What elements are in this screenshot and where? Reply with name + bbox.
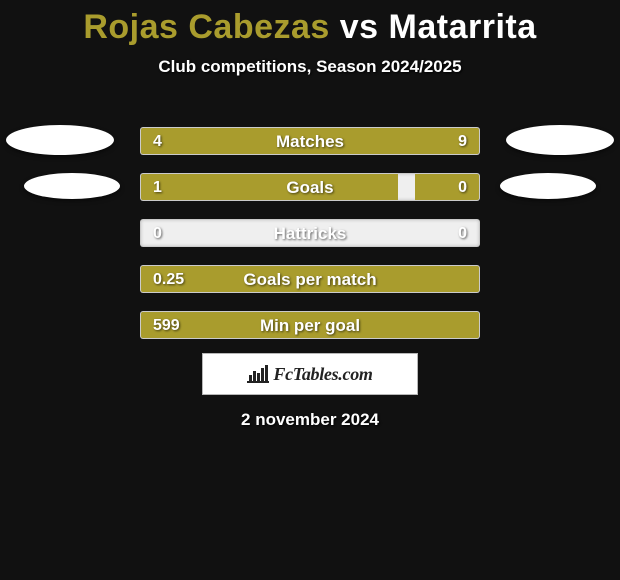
chart-area: 49Matches 10Goals 00Hattricks 0.25Goals per… — [0, 118, 620, 348]
stat-label: Matches — [141, 128, 479, 155]
player2-name: Matarrita — [389, 8, 537, 46]
player1-badge — [6, 125, 114, 155]
bar-track: 49Matches — [140, 127, 480, 155]
comparison-infographic: Rojas Cabezas vs Matarrita Club competit… — [0, 0, 620, 580]
bar-track: 10Goals — [140, 173, 480, 201]
vs-separator: vs — [330, 8, 389, 46]
date-label: 2 november 2024 — [0, 410, 620, 430]
subtitle: Club competitions, Season 2024/2025 — [0, 47, 620, 77]
stat-row-goals-per-match: 0.25Goals per match — [0, 256, 620, 302]
stat-label: Goals — [141, 174, 479, 201]
stat-label: Hattricks — [141, 220, 479, 247]
bar-track: 0.25Goals per match — [140, 265, 480, 293]
stat-row-matches: 49Matches — [0, 118, 620, 164]
player1-badge — [24, 173, 120, 199]
page-title: Rojas Cabezas vs Matarrita — [0, 0, 620, 47]
player2-badge — [506, 125, 614, 155]
bar-track: 00Hattricks — [140, 219, 480, 247]
stat-row-goals: 10Goals — [0, 164, 620, 210]
stat-row-min-per-goal: 599Min per goal — [0, 302, 620, 348]
stat-label: Min per goal — [141, 312, 479, 339]
stat-label: Goals per match — [141, 266, 479, 293]
bar-chart-icon — [247, 365, 269, 383]
player2-badge — [500, 173, 596, 199]
bar-track: 599Min per goal — [140, 311, 480, 339]
player1-name: Rojas Cabezas — [83, 8, 330, 46]
attribution-text: FcTables.com — [273, 364, 372, 385]
stat-row-hattricks: 00Hattricks — [0, 210, 620, 256]
attribution-badge: FcTables.com — [202, 353, 418, 395]
